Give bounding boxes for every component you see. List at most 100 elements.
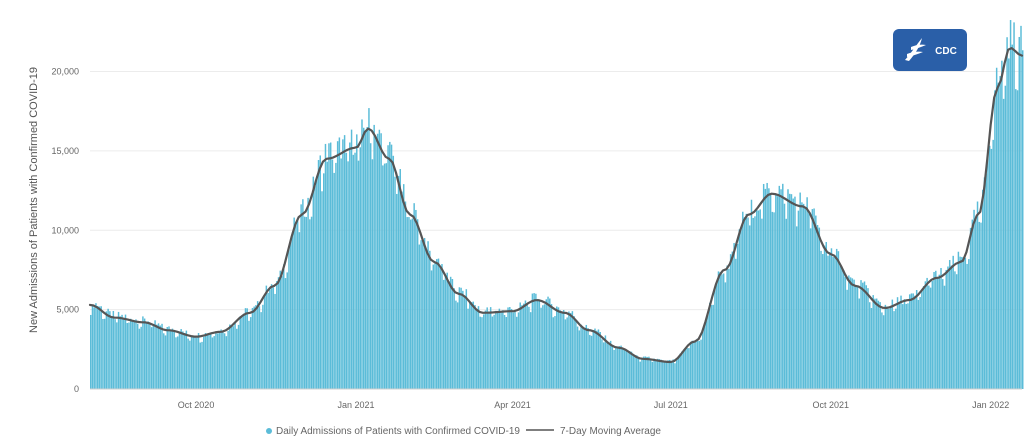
daily-bar	[427, 241, 429, 389]
daily-bar	[105, 311, 108, 389]
daily-bar	[642, 356, 645, 389]
daily-bar	[691, 340, 694, 389]
daily-bar	[1008, 58, 1010, 389]
daily-bar	[968, 259, 970, 389]
daily-bar	[682, 349, 685, 389]
y-tick-label: 5,000	[56, 305, 79, 315]
daily-bar	[136, 323, 139, 389]
daily-bar	[823, 245, 826, 389]
daily-bar	[102, 319, 104, 389]
daily-bar	[154, 320, 156, 389]
daily-bar	[161, 323, 163, 389]
daily-bar	[281, 275, 283, 389]
y-tick-label: 0	[74, 384, 79, 394]
legend-moving-average-label: 7-Day Moving Average	[560, 426, 661, 437]
daily-bar	[775, 194, 777, 389]
daily-bar	[145, 322, 148, 389]
daily-bar	[1020, 25, 1022, 390]
daily-bar	[366, 127, 368, 389]
daily-bar	[583, 327, 586, 389]
daily-bar	[903, 299, 906, 389]
daily-bar	[126, 323, 128, 389]
daily-bar	[674, 363, 676, 389]
daily-bar	[519, 302, 521, 389]
daily-bar	[112, 311, 115, 389]
daily-bar	[589, 334, 591, 389]
daily-bar	[166, 327, 168, 389]
daily-bar	[568, 311, 570, 389]
daily-bar	[604, 335, 607, 389]
daily-bar	[382, 165, 384, 389]
daily-bar	[618, 346, 621, 389]
daily-bar	[481, 317, 483, 389]
daily-bar	[401, 191, 403, 389]
daily-bar	[529, 312, 532, 389]
daily-bar	[194, 337, 196, 389]
daily-bar	[350, 129, 353, 389]
y-axis-ticks: 0 5,000 10,000 15,000 20,000	[51, 67, 79, 395]
daily-bar	[623, 348, 626, 389]
daily-bar	[738, 229, 741, 389]
daily-bar	[684, 349, 687, 389]
daily-bar	[971, 219, 974, 389]
daily-bar	[1022, 50, 1024, 389]
daily-bar	[293, 217, 295, 389]
daily-bar	[1015, 89, 1017, 389]
daily-bar	[163, 333, 165, 389]
daily-bar	[827, 255, 829, 389]
daily-bar	[635, 355, 638, 389]
daily-bar	[914, 295, 916, 389]
daily-bar	[429, 250, 431, 389]
daily-bar	[159, 325, 162, 389]
daily-bar	[561, 312, 563, 389]
daily-bar	[189, 340, 191, 389]
daily-bar	[175, 337, 177, 389]
daily-bar	[846, 289, 848, 389]
daily-bar	[516, 316, 518, 389]
daily-bar	[119, 316, 122, 389]
daily-bar	[512, 312, 515, 389]
daily-bar	[809, 228, 812, 389]
daily-bar	[98, 306, 101, 389]
daily-bar	[209, 333, 212, 389]
daily-bar	[390, 144, 393, 389]
daily-bar	[874, 298, 876, 389]
daily-bar	[309, 219, 311, 389]
daily-bar	[921, 291, 923, 389]
daily-bar	[994, 90, 996, 390]
daily-bar	[267, 292, 269, 389]
daily-bar	[839, 265, 841, 389]
daily-bar	[667, 360, 669, 389]
daily-bar	[818, 227, 821, 389]
daily-bar	[368, 108, 370, 390]
daily-bar	[328, 143, 330, 389]
daily-bar	[719, 271, 721, 389]
daily-bar	[505, 317, 508, 389]
daily-bar	[152, 324, 155, 389]
daily-bar	[418, 244, 421, 389]
daily-bar	[114, 319, 116, 389]
daily-bar	[547, 296, 549, 389]
daily-bar	[444, 276, 447, 389]
daily-bar	[509, 307, 511, 389]
daily-bar	[422, 239, 424, 389]
daily-bar	[917, 299, 920, 389]
y-tick-label: 10,000	[51, 225, 79, 235]
daily-bar	[456, 302, 459, 389]
daily-bar	[402, 184, 405, 389]
daily-bar	[317, 160, 320, 389]
daily-bar	[915, 290, 918, 389]
daily-bar	[992, 139, 994, 389]
daily-bar	[705, 320, 708, 389]
daily-bar	[338, 137, 341, 389]
cdc-logo: CDC	[893, 29, 967, 71]
daily-bar	[430, 270, 433, 389]
daily-bar	[284, 278, 287, 389]
daily-bar	[307, 197, 309, 389]
daily-bar	[842, 270, 845, 389]
daily-bar	[460, 287, 462, 389]
daily-bar	[695, 341, 697, 389]
daily-bar	[213, 336, 215, 389]
daily-bar	[409, 219, 412, 389]
daily-bar	[1016, 90, 1019, 390]
